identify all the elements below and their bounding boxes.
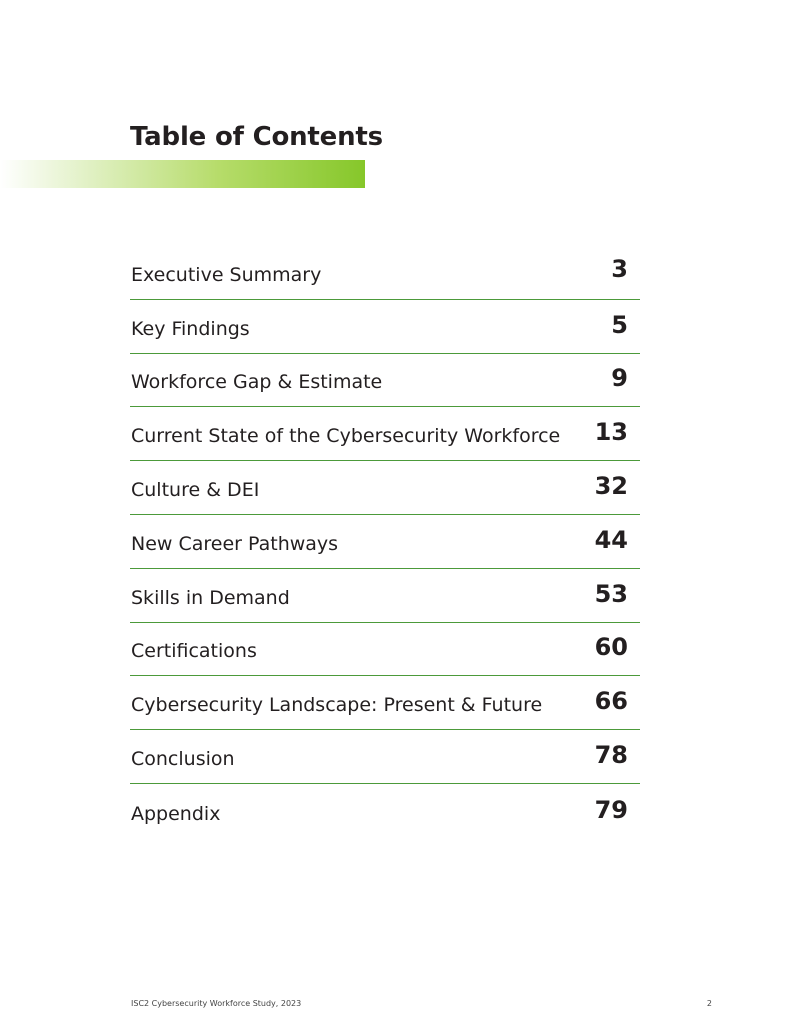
toc-entry-page-number: 32: [594, 471, 628, 500]
toc-entry-workforce-gap[interactable]: Workforce Gap & Estimate 9: [130, 354, 640, 408]
toc-entry-page-number: 13: [594, 418, 628, 447]
toc-entry-page-number: 60: [594, 633, 628, 662]
toc-entry-career-pathways[interactable]: New Career Pathways 44: [130, 515, 640, 569]
toc-entry-label: Appendix: [131, 802, 221, 825]
title-accent-bar: [0, 160, 365, 188]
toc-entry-label: Cybersecurity Landscape: Present & Futur…: [131, 694, 543, 717]
toc-entry-label: Culture & DEI: [131, 478, 260, 501]
table-of-contents: Executive Summary 3 Key Findings 5 Workf…: [130, 246, 640, 838]
toc-entry-page-number: 66: [594, 687, 628, 716]
footer-page-number: 2: [706, 999, 712, 1008]
toc-entry-certifications[interactable]: Certifications 60: [130, 623, 640, 677]
toc-entry-page-number: 3: [611, 254, 628, 283]
toc-entry-label: Skills in Demand: [131, 586, 290, 609]
toc-entry-culture-dei[interactable]: Culture & DEI 32: [130, 461, 640, 515]
toc-entry-key-findings[interactable]: Key Findings 5: [130, 300, 640, 354]
footer-publication-title: ISC2 Cybersecurity Workforce Study, 2023: [131, 999, 302, 1008]
toc-entry-page-number: 53: [594, 579, 628, 608]
toc-entry-landscape[interactable]: Cybersecurity Landscape: Present & Futur…: [130, 676, 640, 731]
toc-entry-label: New Career Pathways: [131, 532, 339, 555]
toc-entry-skills-in-demand[interactable]: Skills in Demand 53: [130, 569, 640, 623]
toc-entry-label: Executive Summary: [131, 263, 322, 286]
toc-entry-current-state[interactable]: Current State of the Cybersecurity Workf…: [130, 407, 640, 462]
toc-entry-label: Current State of the Cybersecurity Workf…: [131, 425, 561, 448]
toc-entry-label: Certifications: [131, 640, 257, 663]
toc-entry-label: Conclusion: [131, 747, 235, 770]
toc-entry-page-number: 78: [594, 740, 628, 769]
toc-entry-page-number: 9: [611, 364, 628, 393]
toc-entry-label: Key Findings: [131, 317, 250, 340]
toc-entry-appendix[interactable]: Appendix 79: [130, 784, 640, 838]
toc-entry-page-number: 79: [594, 795, 628, 824]
toc-entry-conclusion[interactable]: Conclusion 78: [130, 730, 640, 784]
toc-entry-executive-summary[interactable]: Executive Summary 3: [130, 246, 640, 300]
page-title: Table of Contents: [130, 122, 383, 152]
toc-entry-label: Workforce Gap & Estimate: [131, 371, 383, 394]
toc-entry-page-number: 5: [611, 310, 628, 339]
toc-entry-page-number: 44: [594, 525, 628, 554]
